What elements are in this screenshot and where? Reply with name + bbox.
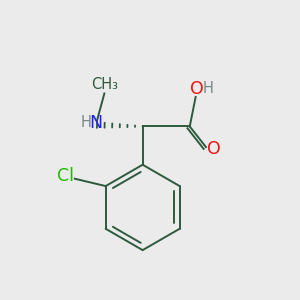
Text: H: H: [80, 115, 91, 130]
Text: O: O: [190, 80, 204, 98]
Text: CH₃: CH₃: [91, 77, 118, 92]
Text: N: N: [89, 114, 102, 132]
Text: H: H: [202, 81, 213, 96]
Text: Cl: Cl: [57, 167, 74, 185]
Text: O: O: [207, 140, 221, 158]
